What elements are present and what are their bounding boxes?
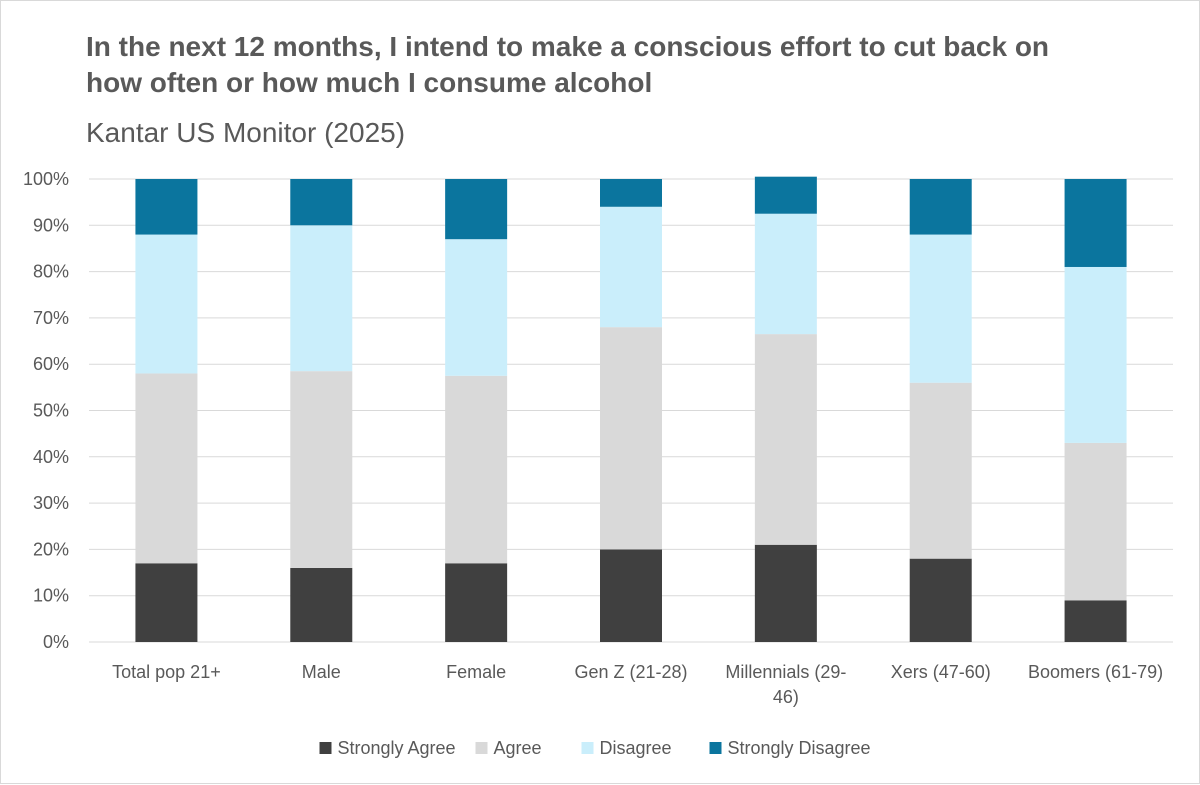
x-tick-label: Male — [302, 662, 341, 682]
bar-segment — [1064, 442, 1127, 601]
y-tick-label: 60% — [33, 354, 69, 374]
bar-segment — [445, 563, 508, 642]
bar-segment — [600, 206, 662, 328]
x-tick-label: Boomers (61-79) — [1028, 662, 1163, 682]
bar-segment — [135, 179, 198, 235]
bar-segment — [909, 179, 972, 235]
legend-swatch — [709, 742, 722, 754]
bar-segment — [600, 179, 662, 207]
y-tick-label: 100% — [23, 169, 69, 189]
bar-segment — [290, 567, 353, 642]
y-tick-label: 70% — [33, 308, 69, 328]
bar-segment — [909, 558, 972, 642]
y-tick-label: 50% — [33, 401, 69, 421]
y-tick-label: 20% — [33, 539, 69, 559]
y-tick-label: 40% — [33, 447, 69, 467]
y-tick-label: 90% — [33, 215, 69, 235]
bar-segment — [754, 334, 817, 545]
bar-segment — [754, 544, 817, 642]
y-tick-label: 30% — [33, 493, 69, 513]
x-tick-label: Millennials (29- — [725, 662, 846, 682]
legend-swatch — [475, 742, 488, 754]
legend-label: Strongly Agree — [338, 738, 456, 758]
bar-segment — [1064, 179, 1127, 267]
bar-segment — [135, 234, 198, 374]
bar-segment — [445, 239, 508, 376]
x-tick-label: Total pop 21+ — [112, 662, 221, 682]
bar-segment — [290, 225, 353, 372]
bar-segment — [754, 176, 817, 214]
bar-segment — [909, 234, 972, 383]
chart-subtitle: Kantar US Monitor (2025) — [86, 117, 406, 148]
legend-label: Strongly Disagree — [728, 738, 871, 758]
y-tick-label: 80% — [33, 262, 69, 282]
bar-segment — [1064, 600, 1127, 642]
x-tick-label: 46) — [773, 687, 799, 707]
y-tick-label: 10% — [33, 586, 69, 606]
bar-segment — [290, 371, 353, 568]
bar-segment — [135, 373, 198, 564]
legend-label: Agree — [494, 738, 542, 758]
x-tick-label: Female — [446, 662, 506, 682]
bar-segment — [445, 375, 508, 564]
legend-swatch — [319, 742, 332, 754]
chart-title: In the next 12 months, I intend to make … — [86, 31, 1050, 98]
bar-segment — [600, 327, 662, 550]
bar-segment — [909, 382, 972, 559]
bar-segment — [600, 549, 662, 642]
bar-segment — [1064, 266, 1127, 443]
bar-segment — [135, 563, 198, 642]
bar-segment — [445, 179, 508, 240]
x-tick-label: Gen Z (21-28) — [574, 662, 687, 682]
x-tick-label: Xers (47-60) — [891, 662, 991, 682]
bar-segment — [290, 179, 353, 226]
legend-label: Disagree — [600, 738, 672, 758]
y-tick-label: 0% — [43, 632, 69, 652]
bar-segment — [754, 213, 817, 335]
legend-swatch — [581, 742, 594, 754]
